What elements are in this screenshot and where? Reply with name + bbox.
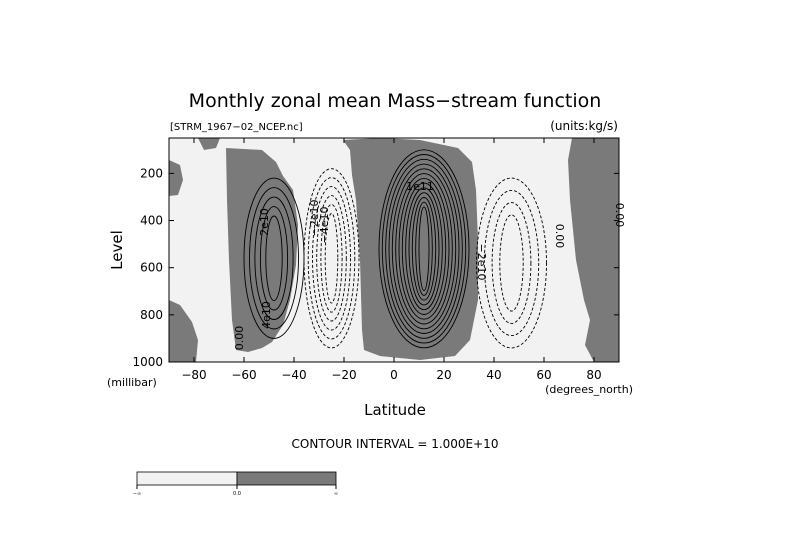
- contour-line: [411, 197, 437, 301]
- x-tick-label: 20: [436, 368, 451, 382]
- x-tick-label: −40: [281, 368, 306, 382]
- x-units-label: (degrees_north): [545, 383, 633, 396]
- contour-lines: [243, 149, 547, 349]
- contour-label: 4e10: [260, 301, 273, 329]
- contour-line: [378, 149, 470, 349]
- contour-line: [312, 186, 351, 331]
- y-tick-label: 800: [140, 308, 163, 322]
- positive-region-sw-low: [169, 300, 198, 362]
- contour-line: [307, 177, 356, 340]
- x-axis-label: Latitude: [364, 401, 426, 419]
- contour-line: [491, 202, 532, 324]
- colorbar: −∞ 0.0 ∞: [133, 471, 338, 497]
- contour-label: −4e10: [318, 207, 331, 244]
- y-tick-label: 600: [140, 261, 163, 275]
- contour-interval-label: CONTOUR INTERVAL = 1.000E+10: [292, 437, 499, 451]
- x-tick-label: −60: [231, 368, 256, 382]
- contour-label: 2e10: [258, 208, 271, 236]
- axes: −80 −60 −40 −20 0 20 40 60 80 200 400 600 800 1000: [132, 138, 619, 382]
- contour-line: [408, 192, 440, 306]
- contour-line: [259, 206, 289, 311]
- file-label: [STRM_1967−02_NCEP.nc]: [170, 122, 303, 133]
- plot-area: [169, 138, 619, 362]
- colorbar-tick-label: ∞: [334, 491, 338, 497]
- contour-line: [316, 195, 347, 322]
- x-tick-label: 40: [486, 368, 501, 382]
- contour-line: [391, 168, 457, 330]
- contour-line: [388, 163, 460, 334]
- y-units-label: (millibar): [107, 376, 157, 389]
- x-tick-label: 0: [390, 368, 398, 382]
- colorbar-positive: [236, 471, 337, 486]
- positive-region-hadley: [343, 138, 478, 360]
- positive-region-top-left: [198, 138, 220, 150]
- contour-label: 1e11: [406, 180, 434, 193]
- y-tick-label: 1000: [132, 355, 163, 369]
- contour-line: [303, 168, 360, 349]
- x-tick-label: 80: [586, 368, 601, 382]
- contour-line: [398, 177, 450, 320]
- colorbar-tick-label: 0.0: [233, 491, 241, 497]
- contour-line: [249, 187, 299, 330]
- contour-line: [395, 173, 453, 325]
- contour-line: [381, 154, 467, 344]
- contour-label: −2e10: [475, 244, 488, 281]
- positive-region-sh: [226, 148, 298, 352]
- x-tick-label: 60: [536, 368, 551, 382]
- contour-line: [483, 189, 540, 337]
- y-tick-label: 400: [140, 214, 163, 228]
- contour-line: [265, 215, 283, 302]
- y-axis-label: Level: [108, 230, 126, 270]
- x-tick-label: −20: [331, 368, 356, 382]
- contour-line: [418, 206, 430, 292]
- chart-title: Monthly zonal mean Mass−stream function: [189, 90, 602, 112]
- contour-line: [415, 201, 433, 296]
- contour-line: [324, 213, 339, 304]
- contour-line: [401, 182, 447, 315]
- colorbar-tick-label: −∞: [133, 491, 141, 497]
- contour-line: [320, 204, 343, 313]
- positive-region-sw-high: [169, 160, 183, 196]
- y-tick-label: 200: [140, 166, 163, 180]
- contour-line: [476, 177, 547, 349]
- contour-label: 0.00: [613, 203, 626, 228]
- contour-label: 0.00: [553, 224, 566, 249]
- contour-label: −2e10: [308, 200, 321, 237]
- contour-line: [254, 196, 294, 320]
- units-label: (units:kg/s): [550, 119, 618, 133]
- contour-line: [385, 158, 463, 339]
- colorbar-negative: [136, 471, 238, 486]
- contour-line: [499, 214, 524, 312]
- contour-label: 0.00: [233, 326, 246, 351]
- positive-region-nh-polar: [568, 138, 619, 362]
- contour-label-group: 2e10 4e10 0.00 −2e10 −4e10 1e11 −2e10 0.…: [233, 180, 626, 350]
- contour-line: [405, 187, 443, 311]
- x-tick-label: −80: [181, 368, 206, 382]
